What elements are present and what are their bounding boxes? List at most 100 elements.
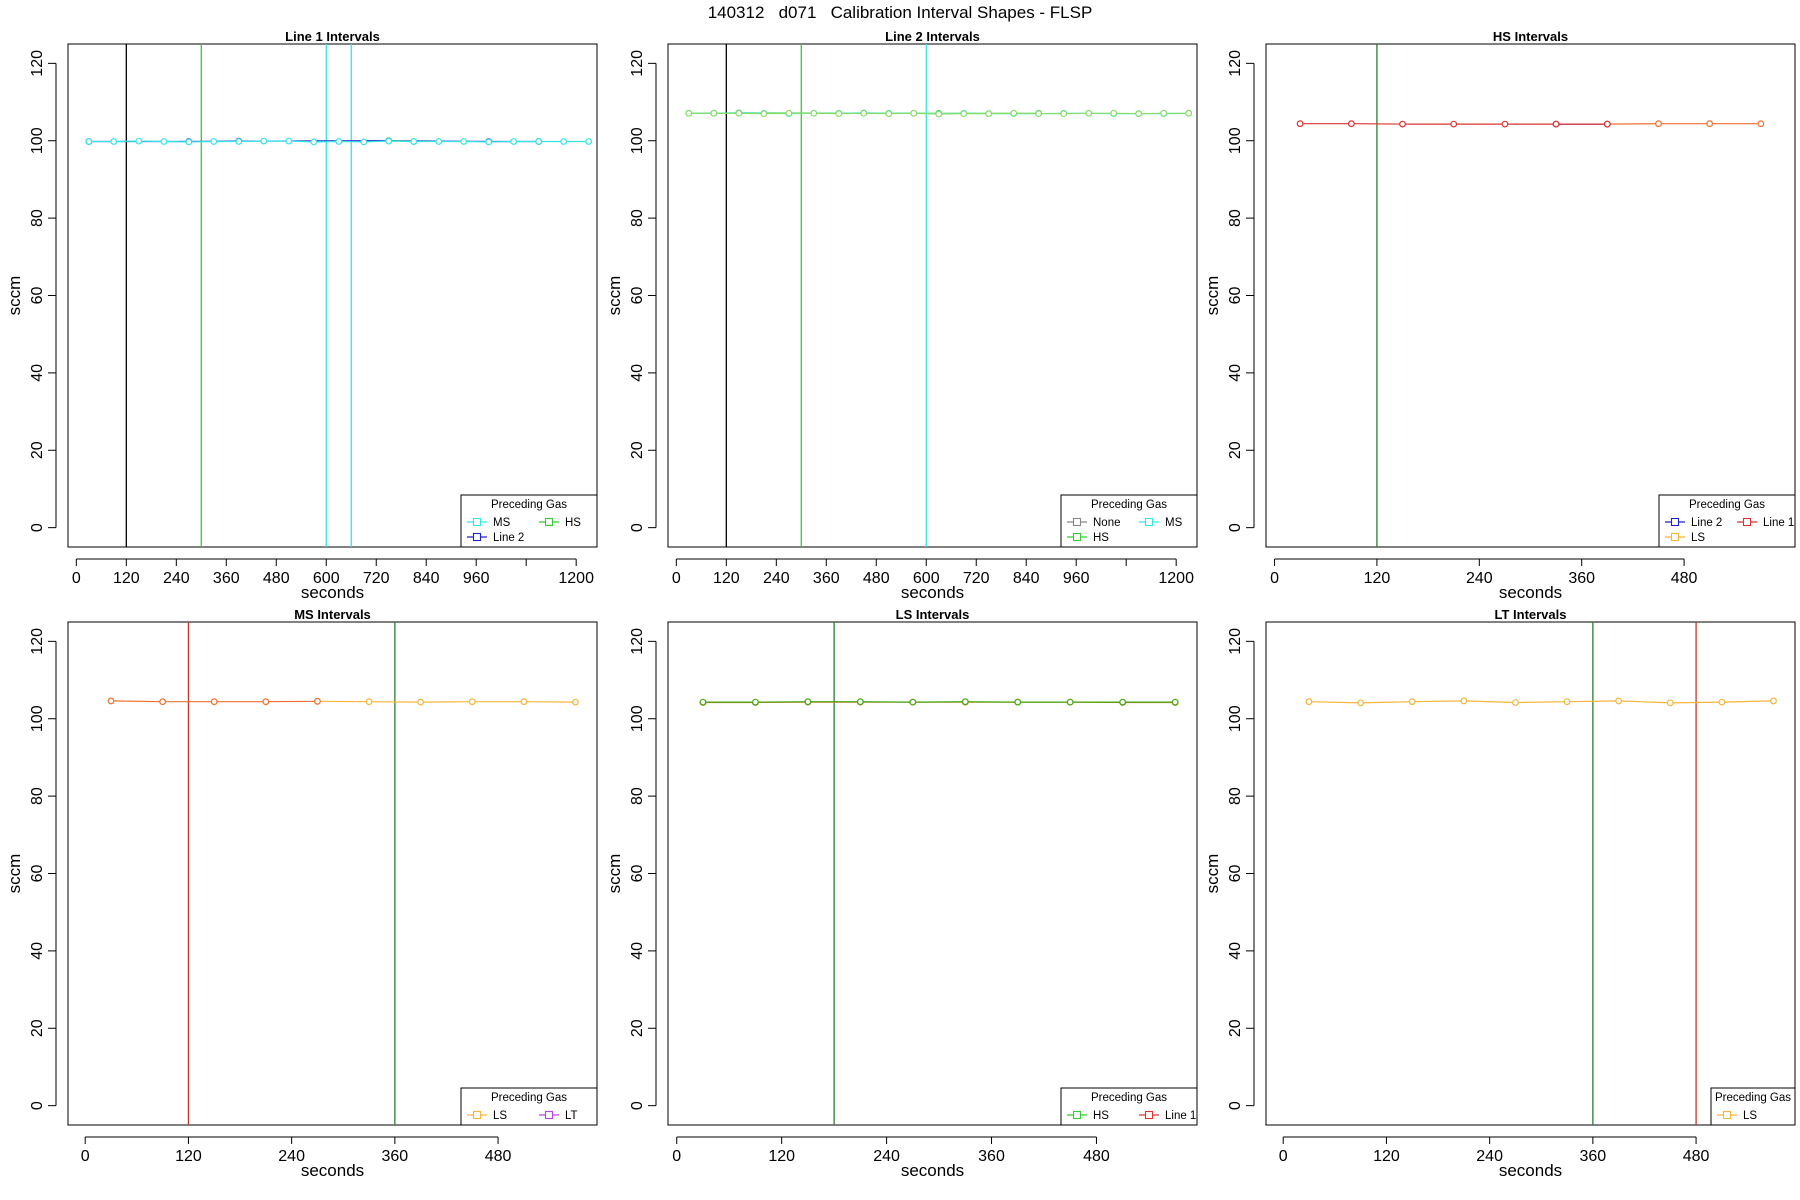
data-point bbox=[910, 109, 918, 117]
legend-title: Preceding Gas bbox=[1689, 499, 1765, 511]
data-point bbox=[1160, 109, 1168, 117]
y-tick-label: 20 bbox=[29, 441, 46, 459]
y-tick-label: 120 bbox=[29, 628, 46, 655]
y-tick-label: 20 bbox=[1227, 441, 1244, 459]
y-tick-label: 60 bbox=[29, 865, 46, 883]
panel-5: LS Intervals 0 20 40 60 80 100 120 sccm 0 120 240 36… bbox=[605, 607, 1198, 1180]
x-tick-label: 1200 bbox=[1158, 570, 1194, 587]
y-tick-label: 0 bbox=[1227, 523, 1244, 532]
y-tick-label: 0 bbox=[1227, 1101, 1244, 1110]
legend-box bbox=[1060, 1087, 1198, 1126]
data-point bbox=[1399, 120, 1406, 128]
panel-title: HS Intervals bbox=[1493, 29, 1568, 44]
x-tick-label: 360 bbox=[1568, 570, 1595, 587]
x-tick-label: 480 bbox=[863, 570, 890, 587]
data-point bbox=[210, 138, 218, 145]
legend-entry-label: MS bbox=[493, 517, 511, 529]
x-tick-label: 240 bbox=[763, 570, 790, 587]
data-point bbox=[510, 138, 518, 145]
data-point bbox=[1035, 110, 1043, 118]
data-point bbox=[210, 698, 218, 706]
y-tick-label: 100 bbox=[1227, 705, 1244, 732]
legend-swatch-marker bbox=[1072, 1110, 1082, 1120]
data-point bbox=[935, 110, 943, 118]
data-point bbox=[685, 109, 693, 117]
x-tick-label: 960 bbox=[1063, 570, 1090, 587]
data-point bbox=[1655, 120, 1662, 128]
y-tick-label: 20 bbox=[629, 441, 646, 459]
y-axis-label: sccm bbox=[5, 276, 24, 316]
x-tick-label: 0 bbox=[72, 570, 81, 587]
x-tick-label: 120 bbox=[1364, 570, 1391, 587]
data-point bbox=[860, 109, 868, 117]
x-tick-label: 360 bbox=[813, 570, 840, 587]
y-tick-label: 100 bbox=[629, 127, 646, 154]
legend: Preceding Gas LS bbox=[1710, 1087, 1796, 1126]
series-line bbox=[317, 700, 576, 703]
data-point bbox=[1135, 110, 1143, 118]
x-tick-label: 240 bbox=[163, 570, 190, 587]
data-point bbox=[885, 110, 893, 118]
x-tick-label: 360 bbox=[382, 1148, 409, 1165]
y-axis-label: sccm bbox=[605, 854, 624, 894]
y-tick-label: 20 bbox=[1227, 1019, 1244, 1037]
data-point bbox=[460, 138, 468, 145]
data-point bbox=[1347, 120, 1355, 128]
data-point bbox=[1501, 120, 1509, 128]
legend: Preceding Gas HS Line 1 bbox=[1060, 1087, 1198, 1126]
x-tick-label: 240 bbox=[1466, 570, 1493, 587]
plot-frame bbox=[667, 621, 1198, 1126]
x-tick-label: 600 bbox=[313, 570, 340, 587]
x-tick-label: 0 bbox=[1279, 1148, 1288, 1165]
x-tick-label: 360 bbox=[1580, 1148, 1607, 1165]
y-tick-label: 80 bbox=[1227, 209, 1244, 227]
data-point bbox=[960, 110, 968, 118]
y-tick-label: 60 bbox=[1227, 865, 1244, 883]
y-tick-label: 120 bbox=[629, 50, 646, 77]
x-tick-label: 240 bbox=[1476, 1148, 1503, 1165]
data-point bbox=[262, 698, 270, 706]
data-point bbox=[804, 698, 812, 706]
x-tick-label: 240 bbox=[873, 1148, 900, 1165]
data-point bbox=[335, 138, 343, 145]
legend-swatch-marker bbox=[1742, 517, 1752, 527]
data-point bbox=[572, 698, 579, 706]
legend: Preceding Gas MS HS Line 2 bbox=[460, 494, 598, 548]
data-point bbox=[417, 698, 425, 706]
legend-swatch-marker bbox=[1072, 532, 1082, 542]
data-point bbox=[110, 138, 118, 145]
panel-2: Line 2 Intervals 0 20 40 60 80 100 120 sccm 0 120 2… bbox=[605, 29, 1198, 602]
panel-title: LS Intervals bbox=[896, 607, 970, 622]
y-tick-label: 120 bbox=[1227, 50, 1244, 77]
y-tick-label: 120 bbox=[29, 50, 46, 77]
legend-entry-label: Line 1 bbox=[1165, 1110, 1196, 1122]
x-tick-label: 960 bbox=[463, 570, 490, 587]
data-point bbox=[856, 698, 864, 706]
y-tick-label: 40 bbox=[629, 364, 646, 382]
plot-frame bbox=[67, 621, 598, 1126]
panel-6: LT Intervals 0 20 40 60 80 100 120 sccm 0 120 240 36… bbox=[1203, 607, 1796, 1180]
data-point bbox=[909, 698, 917, 706]
data-point bbox=[1450, 120, 1458, 128]
data-point bbox=[435, 138, 443, 145]
data-point bbox=[1014, 698, 1022, 706]
data-point bbox=[1010, 109, 1018, 117]
data-point bbox=[810, 109, 818, 117]
x-tick-label: 480 bbox=[485, 1148, 512, 1165]
x-tick-label: 120 bbox=[113, 570, 140, 587]
data-point bbox=[699, 698, 707, 706]
legend-swatch-marker bbox=[472, 517, 482, 527]
panel-title: LT Intervals bbox=[1494, 607, 1566, 622]
data-point bbox=[1757, 120, 1765, 128]
data-point bbox=[85, 138, 93, 145]
x-tick-label: 120 bbox=[1373, 1148, 1400, 1165]
x-tick-label: 840 bbox=[413, 570, 440, 587]
panel-4: MS Intervals 0 20 40 60 80 100 120 sccm 0 120 240 36… bbox=[5, 607, 598, 1180]
y-axis-label: sccm bbox=[1203, 276, 1222, 316]
data-point bbox=[107, 697, 115, 705]
data-point bbox=[1615, 697, 1623, 705]
y-tick-label: 80 bbox=[629, 787, 646, 805]
y-tick-label: 60 bbox=[629, 865, 646, 883]
y-axis-label: sccm bbox=[5, 854, 24, 894]
data-point bbox=[260, 137, 268, 145]
